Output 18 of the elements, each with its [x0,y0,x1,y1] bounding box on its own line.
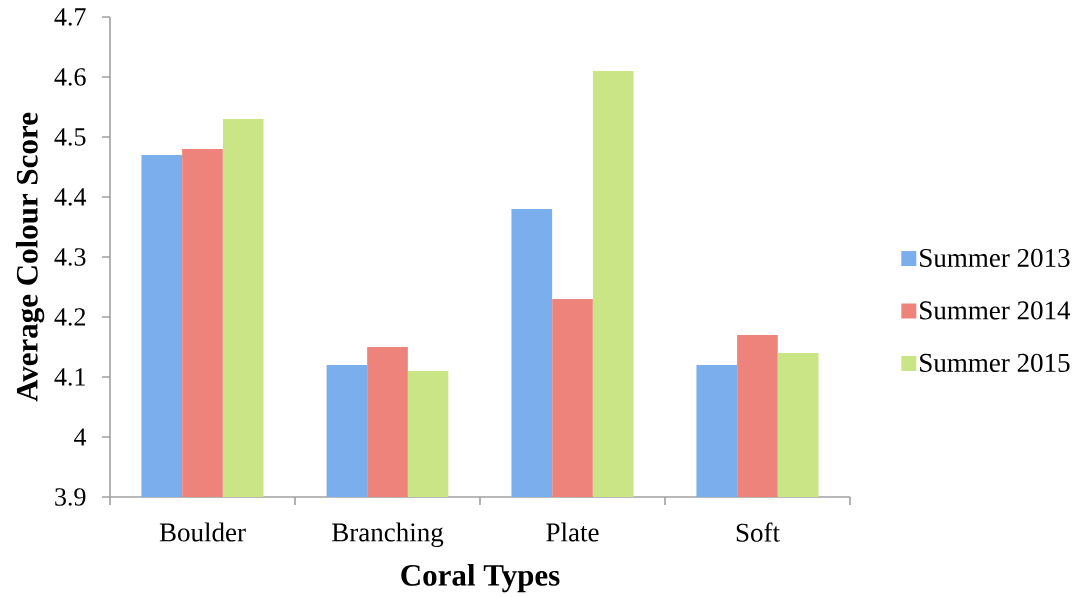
y-tick-label: 4.3 [54,248,86,266]
y-tick-label: 4.4 [54,188,87,206]
y-axis-title: Average Colour Score [15,112,45,402]
y-tick-label: 4.5 [54,128,86,146]
y-tick-label: 4.1 [54,368,85,386]
x-tick-label: Plate [546,522,599,542]
x-axis-title: Coral Types [401,564,560,593]
legend-label: Summer 2014 [920,301,1071,320]
y-tick-label: 4 [73,428,87,446]
legend-label: Summer 2015 [920,353,1070,372]
x-tick-label: Branching [332,522,444,548]
legend-label: Summer 2013 [920,248,1070,268]
x-tick-label: Boulder [159,522,246,542]
y-tick-label: 4.7 [54,8,86,26]
y-tick-label: 3.9 [55,488,86,506]
x-tick-label: Soft [736,522,780,542]
y-tick-label: 4.2 [54,308,86,326]
y-tick-label: 4.6 [54,68,86,86]
